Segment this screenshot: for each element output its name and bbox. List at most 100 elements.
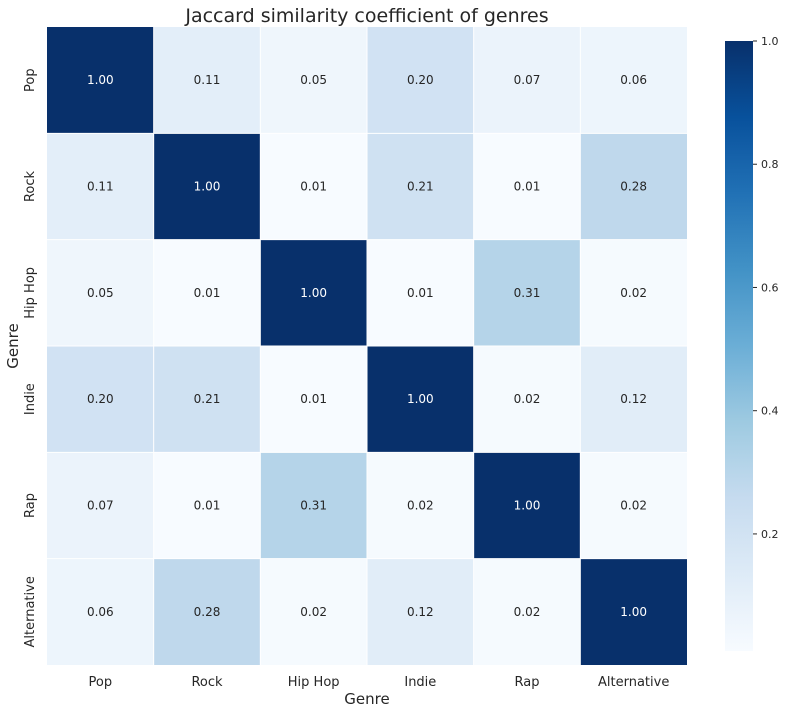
- y-tick-label: Rock: [23, 170, 38, 202]
- colorbar-tick-label: 0.8: [761, 158, 779, 171]
- heatmap-cell-0-4: [473, 27, 581, 134]
- heatmap-cell-3-4: [473, 346, 581, 453]
- heatmap-cell-0-2: [260, 27, 367, 134]
- heatmap-cell-label-2-1: 0.01: [194, 286, 221, 300]
- heatmap-gridlines: [47, 27, 687, 665]
- heatmap-cell-label-2-0: 0.05: [87, 286, 114, 300]
- heatmap-cell-4-5: [580, 452, 687, 559]
- heatmap-cell-label-2-4: 0.31: [514, 286, 541, 300]
- heatmap-cell-label-2-3: 0.01: [407, 286, 434, 300]
- heatmap-cell-2-1: [153, 239, 261, 346]
- heatmap-cell-1-2: [260, 133, 367, 240]
- heatmap-cell-label-2-5: 0.02: [620, 286, 647, 300]
- heatmap-cell-label-5-0: 0.06: [87, 605, 114, 619]
- heatmap-cell-label-5-5: 1.00: [620, 605, 647, 619]
- heatmap-cell-label-3-0: 0.20: [87, 392, 114, 406]
- heatmap-cell-label-1-0: 0.11: [87, 180, 114, 194]
- heatmap-cell-5-2: [260, 558, 367, 665]
- heatmap-cell-2-2: [260, 239, 367, 346]
- heatmap-cell-0-1: [153, 27, 261, 134]
- heatmap-cell-0-0: [47, 27, 154, 134]
- heatmap-cell-label-5-1: 0.28: [194, 605, 221, 619]
- heatmap-cell-3-3: [367, 346, 474, 453]
- heatmap-cell-label-5-2: 0.02: [300, 605, 327, 619]
- heatmap-cell-5-5: [580, 558, 687, 665]
- x-tick-label: Hip Hop: [288, 675, 340, 690]
- colorbar-tick-label: 0.6: [761, 281, 779, 294]
- heatmap-cell-label-0-5: 0.06: [620, 73, 647, 87]
- heatmap-cell-3-0: [47, 346, 154, 453]
- heatmap-cell-label-2-2: 1.00: [300, 286, 327, 300]
- heatmap-cell-label-0-0: 1.00: [87, 73, 114, 87]
- heatmap-cell-5-3: [367, 558, 474, 665]
- heatmap-cell-5-4: [473, 558, 581, 665]
- colorbar-tick-label: 0.4: [761, 405, 779, 418]
- heatmap-cell-label-1-3: 0.21: [407, 180, 434, 194]
- heatmap-cell-0-3: [367, 27, 474, 134]
- heatmap-cell-5-1: [153, 558, 261, 665]
- heatmap-cell-label-1-4: 0.01: [514, 180, 541, 194]
- heatmap-cell-label-0-4: 0.07: [514, 73, 541, 87]
- y-axis-label: Genre: [4, 323, 22, 368]
- x-axis-label: Genre: [344, 690, 389, 708]
- heatmap-cell-label-5-4: 0.02: [514, 605, 541, 619]
- heatmap-cell-label-0-3: 0.20: [407, 73, 434, 87]
- heatmap-cell-0-5: [580, 27, 687, 134]
- heatmap-cell-4-1: [153, 452, 261, 559]
- heatmap-cell-1-5: [580, 133, 687, 240]
- heatmap-cell-label-1-5: 0.28: [620, 180, 647, 194]
- x-tick-label: Rap: [515, 675, 540, 690]
- heatmap-cell-label-3-4: 0.02: [514, 392, 541, 406]
- heatmap-cell-label-4-2: 0.31: [300, 499, 327, 513]
- heatmap-cell-label-3-2: 0.01: [300, 392, 327, 406]
- heatmap-cell-1-1: [153, 133, 261, 240]
- y-tick-label: Rap: [23, 493, 38, 518]
- x-tick-label: Alternative: [598, 675, 669, 690]
- x-tick-label: Indie: [404, 675, 436, 690]
- heatmap-cell-1-3: [367, 133, 474, 240]
- x-tick-label: Rock: [191, 675, 223, 690]
- colorbar-tick-label: 0.2: [761, 528, 779, 541]
- heatmap-cell-4-0: [47, 452, 154, 559]
- heatmap-cell-5-0: [47, 558, 154, 665]
- heatmap-cell-label-4-4: 1.00: [514, 499, 541, 513]
- heatmap-cell-label-3-1: 0.21: [194, 392, 221, 406]
- x-tick-label: Pop: [89, 675, 113, 690]
- heatmap-cell-label-3-5: 0.12: [620, 392, 647, 406]
- y-tick-label: Indie: [23, 383, 38, 415]
- heatmap-cell-1-4: [473, 133, 581, 240]
- heatmap-cell-3-2: [260, 346, 367, 453]
- y-tick-label: Hip Hop: [23, 267, 38, 319]
- heatmap-cell-label-4-3: 0.02: [407, 499, 434, 513]
- heatmap-cell-label-1-1: 1.00: [194, 180, 221, 194]
- heatmap-cells: [47, 27, 687, 665]
- heatmap-cell-3-5: [580, 346, 687, 453]
- colorbar: 0.2 0.4 0.6 0.8 1.0: [725, 35, 779, 651]
- heatmap-cell-4-2: [260, 452, 367, 559]
- heatmap-cell-1-0: [47, 133, 154, 240]
- x-axis-ticks: Pop Rock Hip Hop Indie Rap Alternative: [89, 675, 670, 690]
- heatmap-cell-3-1: [153, 346, 261, 453]
- colorbar-tick-label: 1.0: [761, 35, 779, 48]
- heatmap-annotations: 1.00 0.11 0.05 0.20 0.07 0.06 0.11 1.00 0.01 0.21…: [87, 73, 647, 619]
- y-axis-ticks: Pop Rock Hip Hop Indie Rap Alternative: [23, 68, 38, 647]
- heatmap-cell-2-0: [47, 239, 154, 346]
- y-tick-label: Pop: [23, 68, 38, 92]
- heatmap-cell-label-0-2: 0.05: [300, 73, 327, 87]
- heatmap-cell-label-5-3: 0.12: [407, 605, 434, 619]
- heatmap-cell-2-5: [580, 239, 687, 346]
- chart-title: Jaccard similarity coefficient of genres: [184, 5, 548, 27]
- heatmap-cell-2-4: [473, 239, 581, 346]
- heatmap-cell-label-1-2: 0.01: [300, 180, 327, 194]
- y-tick-label: Alternative: [23, 576, 38, 647]
- heatmap-cell-label-4-1: 0.01: [194, 499, 221, 513]
- heatmap-cell-label-3-3: 1.00: [407, 392, 434, 406]
- heatmap-cell-4-4: [473, 452, 581, 559]
- colorbar-gradient: [725, 41, 753, 651]
- heatmap-cell-4-3: [367, 452, 474, 559]
- heatmap-cell-label-0-1: 0.11: [194, 73, 221, 87]
- heatmap-cell-label-4-5: 0.02: [620, 499, 647, 513]
- heatmap-cell-label-4-0: 0.07: [87, 499, 114, 513]
- heatmap-cell-2-3: [367, 239, 474, 346]
